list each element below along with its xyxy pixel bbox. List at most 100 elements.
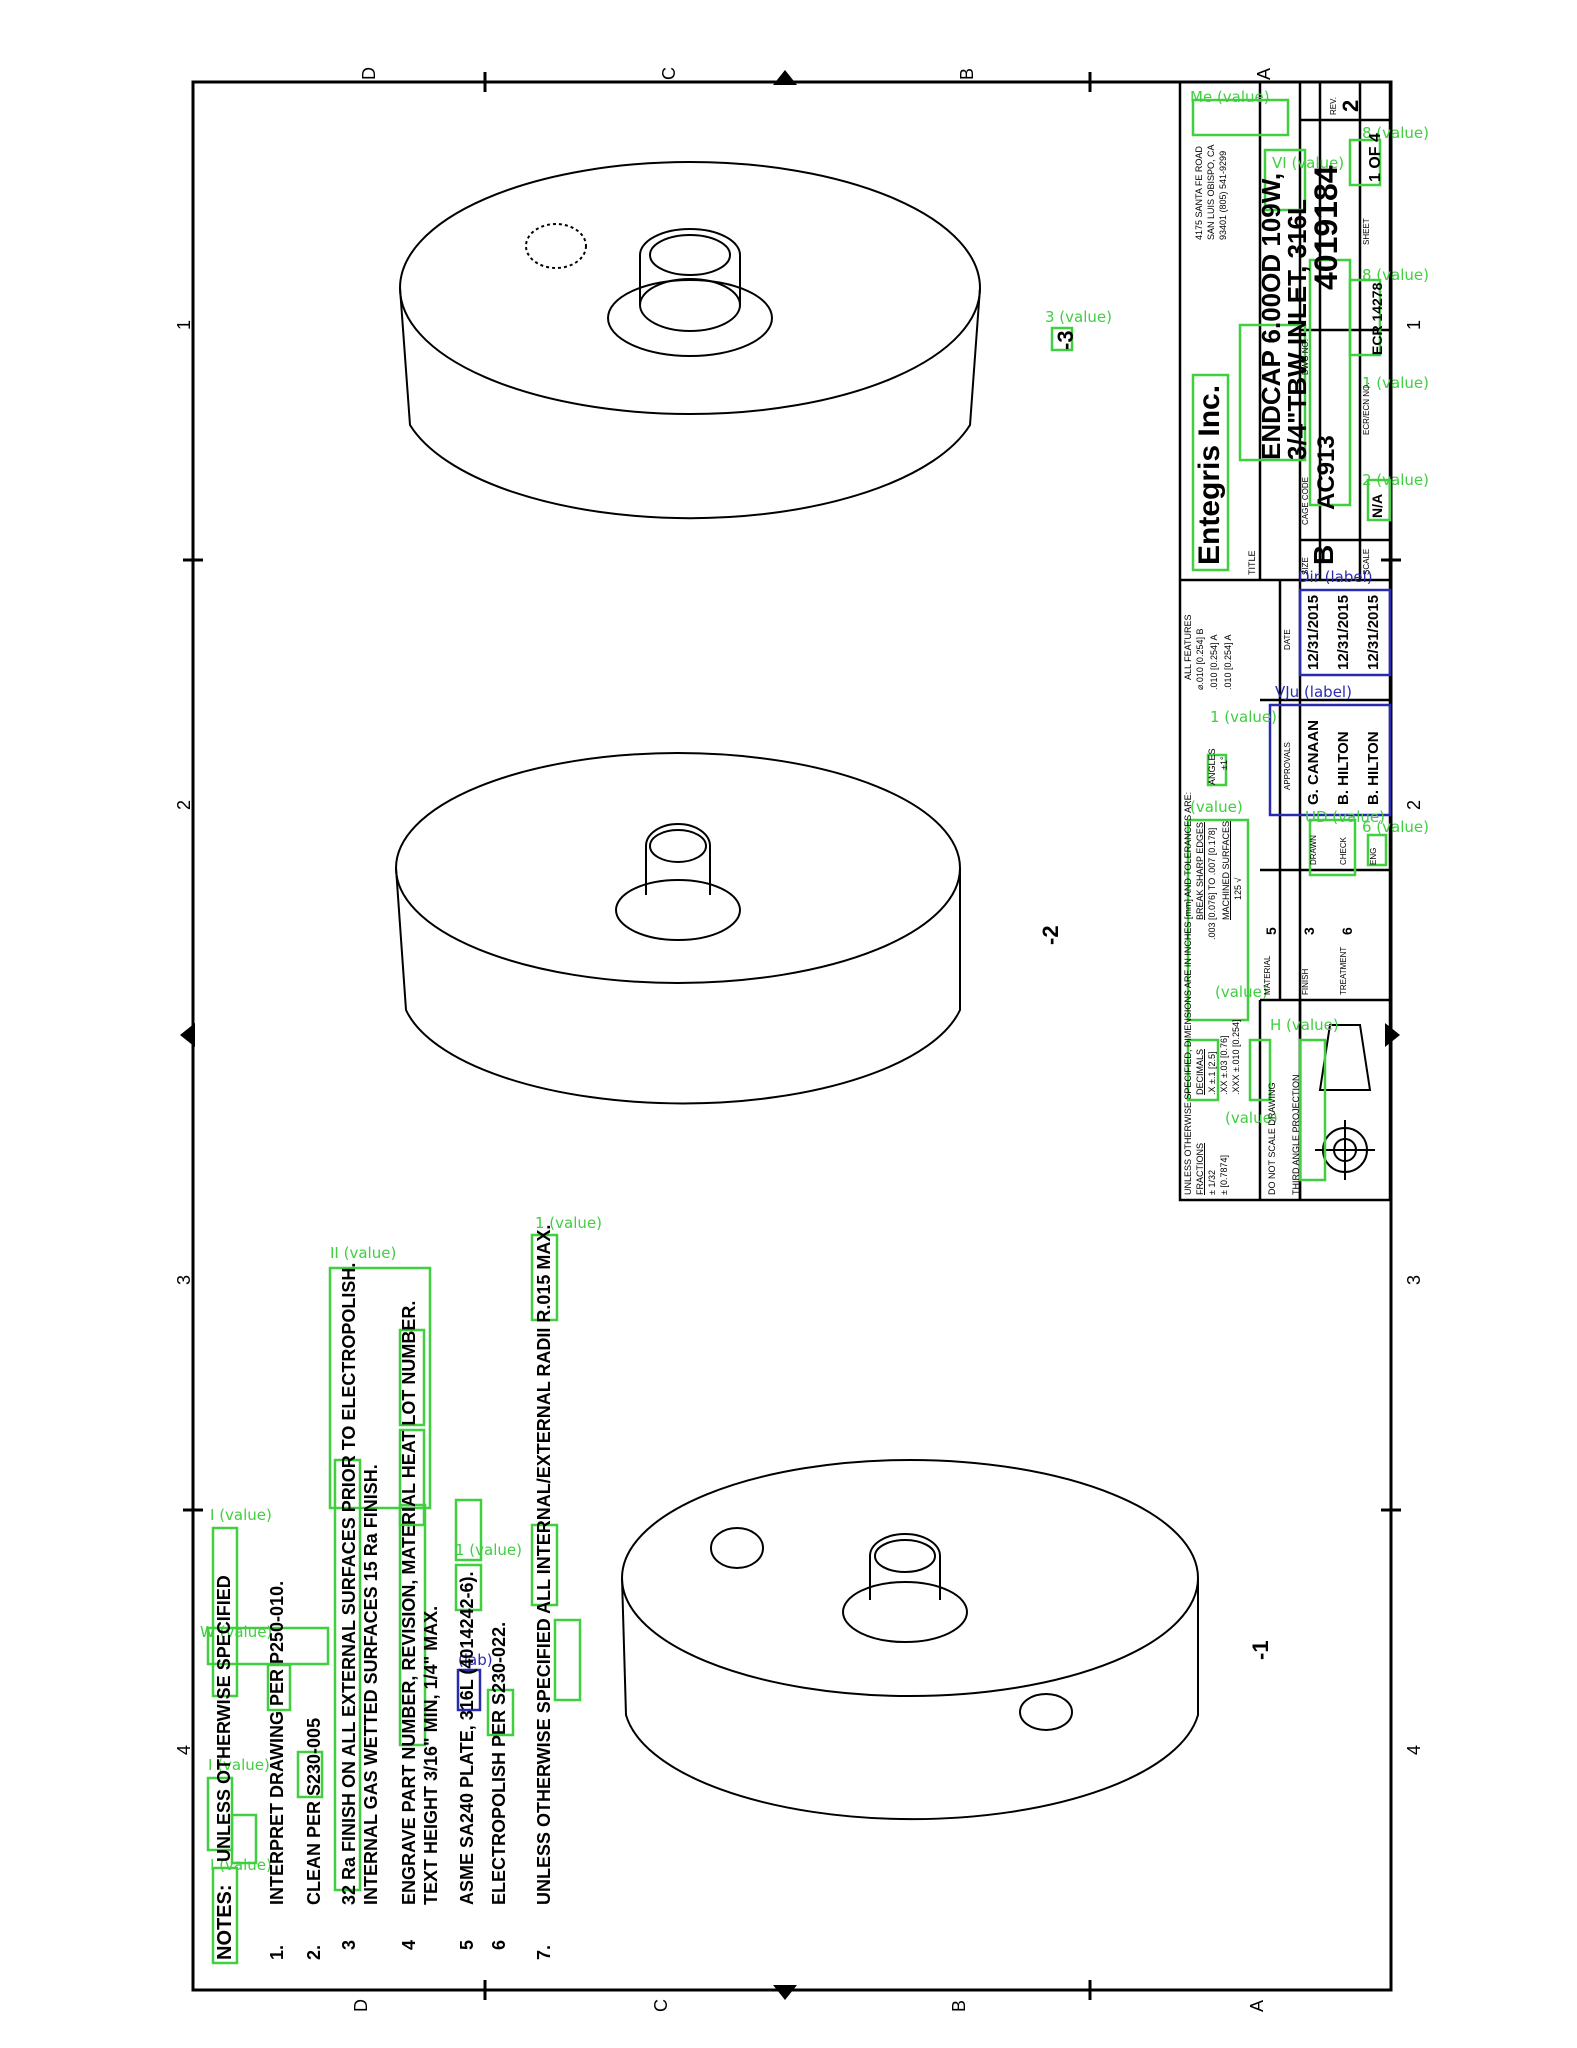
svg-text:(value): (value) [1215,983,1268,1001]
machined-surfaces-value: 125 √ [1233,877,1243,900]
note-4-number: 4 [399,1939,419,1950]
break-edges-value: .003 [0.076] TO .007 [0.178] [1207,827,1217,940]
material-value: 5 [1263,927,1279,935]
zone-ticks [183,72,1401,2000]
drawing-title-line-1: ENDCAP 6.00OD 109W, [1256,172,1286,460]
gdt-frame-1: ⌀.010 [0.254] B [1195,628,1205,690]
treatment-label: TREATMENT [1339,946,1348,995]
zone-number-right-3: 3 [1404,1274,1424,1285]
company-address-1: 4175 SANTA FE ROAD [1194,146,1204,240]
svg-text:H (value): H (value) [1270,1016,1339,1034]
finish-label: FINISH [1301,968,1310,995]
decimals-value-2: .XX ±.03 [0.76] [1219,1035,1229,1095]
svg-text:2 (value): 2 (value) [1362,471,1429,489]
revision-label: REV. [1329,97,1338,115]
decimals-value-1: .X ±.1 [2.5] [1207,1051,1217,1095]
svg-text:1 (value): 1 (value) [455,1541,522,1559]
ecr-label: ECR/ECN NO. [1362,382,1371,435]
note-1-line-2: INTERPRET DRAWING PER P250-010. [267,1580,287,1905]
all-features-label: ALL FEATURES [1183,614,1193,680]
decimals-value-3: .XXX ±.010 [0.254] [1231,1019,1241,1096]
zone-number-left-2: 2 [174,799,194,810]
view-label-1: -1 [1248,1640,1273,1660]
note-6-line-1: ELECTROPOLISH PER S230-022. [489,1621,509,1905]
zone-number-right-1: 1 [1404,319,1424,330]
cage-code-label: CAGE CODE [1301,476,1310,525]
note-4-line-2: TEXT HEIGHT 3/16" MIN, 1/4" MAX. [421,1605,441,1905]
svg-text:VJu (label): VJu (label) [1275,683,1352,701]
notes-heading: NOTES: [214,1884,236,1960]
endcap-view-1 [621,1459,1199,1821]
tolerance-header: UNLESS OTHERWISE SPECIFIED, DIMENSIONS A… [1183,791,1193,1195]
gdt-frame-2: .010 [0.254] A [1209,634,1219,690]
zone-letter-top-d: D [359,67,379,80]
svg-text:8 (value): 8 (value) [1362,266,1429,284]
svg-text:II (value): II (value) [330,1244,396,1262]
note-4-line-1: ENGRAVE PART NUMBER, REVISION, MATERIAL … [399,1300,419,1905]
svg-text:VI (value): VI (value) [1272,154,1344,172]
drawing-number-value: 4019184 [1308,165,1344,290]
zone-letter-top-c: C [659,67,679,80]
zone-number-left-1: 1 [174,319,194,330]
note-3-number: 3 [339,1939,359,1950]
eng-by: B. HILTON [1365,731,1382,805]
note-1-line-1: UNLESS OTHERWISE SPECIFIED [214,1575,234,1862]
svg-text:I (value): I (value) [210,1856,272,1874]
note-1-number: 1. [267,1944,287,1960]
fractions-value-1: ± 1/32 [1207,1170,1217,1195]
svg-text:I (value): I (value) [210,1506,272,1524]
drawn-label: DRAWN [1309,835,1318,865]
svg-text:UD (value): UD (value) [1305,808,1385,826]
gdt-frame-3: .010 [0.254] A [1223,634,1233,690]
zone-letter-bottom-c: C [651,1999,671,2012]
revision-value: 2 [1338,99,1363,112]
annotation-overlay: Me (value) 8 (value) VI (value) 8 (value… [200,88,1429,1965]
sheet-value: 1 OF 4 [1367,133,1384,182]
zone-number-left-4: 4 [174,1744,194,1755]
note-2-line-1: CLEAN PER S230-005 [304,1717,324,1905]
svg-text:1 (value): 1 (value) [1362,374,1429,392]
approvals-label: APPROVALS [1283,742,1292,790]
svg-text:1 (value): 1 (value) [1210,708,1277,726]
zone-number-right-4: 4 [1404,1744,1424,1755]
eng-date: 12/31/2015 [1365,594,1382,670]
ecr-value: ECR 14278 [1369,282,1385,355]
svg-text:3 (value): 3 (value) [1045,308,1112,326]
note-6-number: 6 [489,1939,509,1950]
note-3-line-1: 32 Ra FINISH ON ALL EXTERNAL SURFACES PR… [339,1262,359,1905]
finish-value: 3 [1301,927,1317,935]
treatment-value: 6 [1339,927,1355,935]
drawn-by: G. CANAAN [1305,720,1322,805]
machined-surfaces-label: MACHINED SURFACES [1221,820,1231,920]
check-by: B. HILTON [1335,731,1352,805]
svg-text:Dir (label): Dir (label) [1298,568,1373,586]
decimals-label: DECIMALS [1195,1048,1205,1095]
title-label: TITLE [1247,550,1257,575]
do-not-scale-note: DO NOT SCALE DRAWING [1267,1082,1277,1195]
eng-label: ENG [1369,847,1378,865]
zone-number-right-2: 2 [1404,799,1424,810]
drawn-date: 12/31/2015 [1305,594,1322,670]
note-2-number: 2. [304,1944,324,1960]
third-angle-note: THIRD ANGLE PROJECTION [1291,1074,1301,1195]
zone-letter-top-b: B [957,67,977,80]
cage-code-value: AC913 [1313,435,1340,510]
svg-text:W (value): W (value) [200,1623,272,1641]
drawing-title-line-2: 3/4"TBW INLET, 316L [1282,199,1312,460]
endcap-view-2 [395,752,961,1105]
note-7-line-1: UNLESS OTHERWISE SPECIFIED ALL INTERNAL/… [534,1224,554,1905]
fractions-label: FRACTIONS [1195,1142,1205,1195]
company-address-3: 93401 (805) 541-9299 [1218,150,1228,240]
view-label-2: -2 [1038,925,1063,945]
drawing-number-label: DWG NO. [1301,339,1310,375]
break-edges-label: BREAK SHARP EDGES [1195,822,1205,920]
svg-text:(lab): (lab) [458,1651,493,1669]
sheet-label: SHEET [1362,218,1371,245]
size-value: B [1308,544,1339,565]
fractions-value-2: ± [0.7874] [1219,1155,1229,1195]
zone-letter-bottom-b: B [949,1999,969,2012]
scale-label: SCALE [1362,548,1371,575]
svg-text:6 (value): 6 (value) [1362,818,1429,836]
zone-number-left-3: 3 [174,1274,194,1285]
